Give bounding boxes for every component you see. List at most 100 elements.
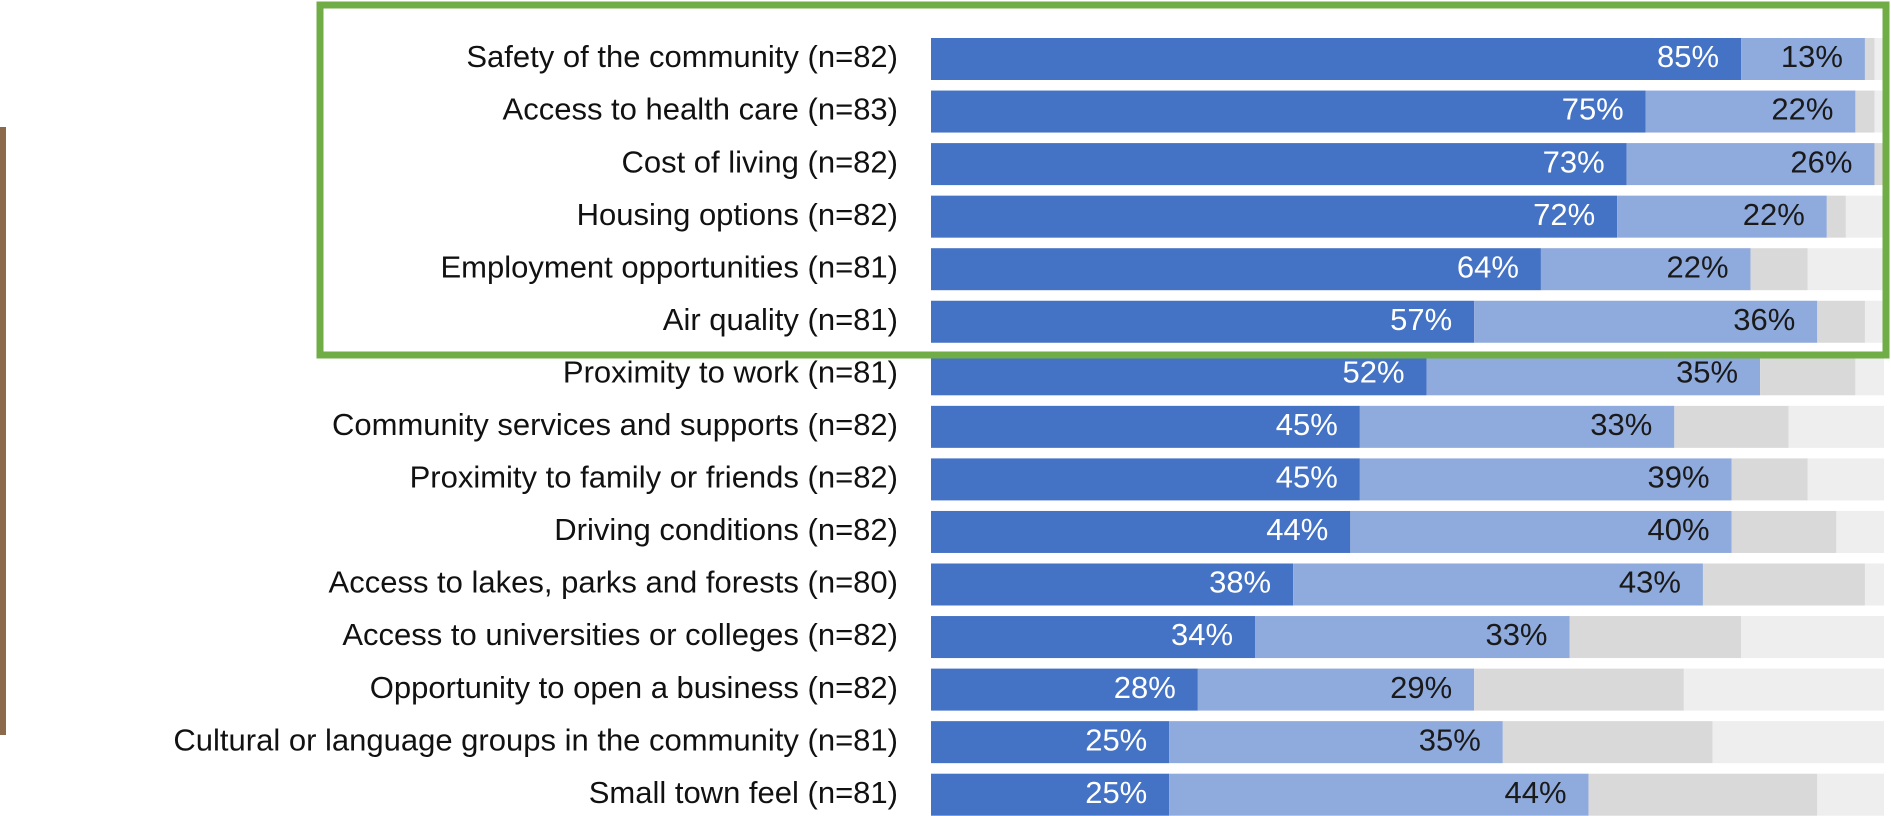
- value-label: 72%: [1533, 197, 1595, 232]
- category-label: Access to health care (n=83): [503, 92, 898, 127]
- value-label: 45%: [1276, 460, 1338, 495]
- bar-segment: [1874, 143, 1884, 186]
- bar-segment: [931, 668, 1198, 711]
- value-label: 36%: [1733, 302, 1795, 337]
- category-label: Proximity to work (n=81): [563, 354, 898, 389]
- bar-segment: [1817, 300, 1865, 343]
- value-label: 39%: [1647, 460, 1709, 495]
- bar-segment: [1169, 721, 1503, 764]
- bar-segment: [1626, 143, 1875, 186]
- value-label: 44%: [1505, 775, 1567, 810]
- category-label: Access to lakes, parks and forests (n=80…: [329, 565, 898, 600]
- bar-segment: [931, 248, 1541, 291]
- value-label: 22%: [1743, 197, 1805, 232]
- bar-segment: [1845, 195, 1884, 238]
- bar-segment: [1474, 300, 1818, 343]
- bar-segment: [1350, 510, 1732, 553]
- value-label: 33%: [1485, 617, 1547, 652]
- bar-segment: [1712, 721, 1884, 764]
- category-label: Driving conditions (n=82): [554, 512, 898, 547]
- bar-segment: [1197, 668, 1475, 711]
- category-label: Access to universities or colleges (n=82…: [342, 617, 898, 652]
- value-label: 52%: [1343, 354, 1405, 389]
- bar-segment: [1788, 405, 1884, 448]
- bar-segment: [1426, 353, 1761, 396]
- bar-segment: [1807, 248, 1884, 291]
- bar-segment: [1855, 353, 1884, 396]
- value-label: 28%: [1114, 670, 1176, 705]
- highlight-box: [316, 1, 1890, 359]
- bar-segment: [1760, 353, 1856, 396]
- value-label: 40%: [1647, 512, 1709, 547]
- bar-segment: [1855, 90, 1875, 133]
- bar-segment: [1864, 300, 1884, 343]
- bar-segment: [931, 300, 1475, 343]
- value-label: 75%: [1562, 92, 1624, 127]
- category-label: Cost of living (n=82): [621, 144, 898, 179]
- bar-segment: [1588, 773, 1818, 816]
- bar-segment: [931, 38, 1742, 80]
- bar-segment: [931, 195, 1618, 238]
- bar-segment: [1741, 38, 1865, 80]
- value-label: 29%: [1390, 670, 1452, 705]
- value-label: 85%: [1657, 39, 1719, 74]
- bar-segment: [1474, 668, 1684, 711]
- bar-segment: [931, 616, 1256, 659]
- category-label: Community services and supports (n=82): [332, 407, 898, 442]
- bar-segment: [1293, 563, 1703, 606]
- bar-segment: [1731, 510, 1837, 553]
- category-label: Employment opportunities (n=81): [441, 249, 899, 284]
- value-label: 25%: [1085, 722, 1147, 757]
- bar-segment: [1836, 510, 1884, 553]
- value-label: 38%: [1209, 565, 1271, 600]
- bar-segment: [1569, 616, 1742, 659]
- value-label: 13%: [1781, 39, 1843, 74]
- bar-segment: [931, 563, 1294, 606]
- bar-segment: [1540, 248, 1751, 291]
- value-label: 35%: [1419, 722, 1481, 757]
- value-label: 35%: [1676, 354, 1738, 389]
- bar-segment: [1874, 38, 1884, 80]
- bar-segment: [1255, 616, 1570, 659]
- background-photo-edge: [0, 127, 6, 735]
- bar-segment: [1741, 616, 1884, 659]
- category-label: Safety of the community (n=82): [466, 39, 898, 74]
- bar-segment: [1674, 405, 1789, 448]
- value-label: 43%: [1619, 565, 1681, 600]
- bar-segment: [1807, 458, 1884, 501]
- value-label: 25%: [1085, 775, 1147, 810]
- category-label: Opportunity to open a business (n=82): [370, 670, 898, 705]
- bar-segment: [1874, 90, 1884, 133]
- bar-segment: [931, 773, 1170, 816]
- bar-segment: [1731, 458, 1808, 501]
- bar-segment: [1864, 38, 1875, 80]
- bar-segment: [931, 143, 1627, 186]
- bar-segment: [1750, 248, 1808, 291]
- category-label: Housing options (n=82): [577, 197, 898, 232]
- category-label: Small town feel (n=81): [589, 775, 898, 810]
- bar-segment: [1683, 668, 1884, 711]
- value-label: 26%: [1790, 144, 1852, 179]
- value-label: 44%: [1266, 512, 1328, 547]
- category-label: Air quality (n=81): [663, 302, 898, 337]
- value-label: 57%: [1390, 302, 1452, 337]
- bar-segment: [931, 458, 1360, 501]
- bar-segment: [1864, 563, 1884, 606]
- bar-segment: [931, 353, 1427, 396]
- bar-segment: [1817, 773, 1884, 816]
- bar-segment: [931, 405, 1360, 448]
- bar-segment: [931, 510, 1351, 553]
- category-label: Proximity to family or friends (n=82): [410, 460, 898, 495]
- value-label: 73%: [1543, 144, 1605, 179]
- bar-segment: [1617, 195, 1827, 238]
- bar-segment: [1169, 773, 1589, 816]
- bar-segment: [1502, 721, 1713, 764]
- bar-segment: [931, 90, 1646, 133]
- plot-area: Safety of the community (n=82) 85% 13% Acce…: [173, 38, 1884, 816]
- value-label: 22%: [1771, 92, 1833, 127]
- bar-segment: [1702, 563, 1865, 606]
- bar-segment: [1359, 405, 1675, 448]
- value-label: 33%: [1590, 407, 1652, 442]
- bar-segment: [1359, 458, 1732, 501]
